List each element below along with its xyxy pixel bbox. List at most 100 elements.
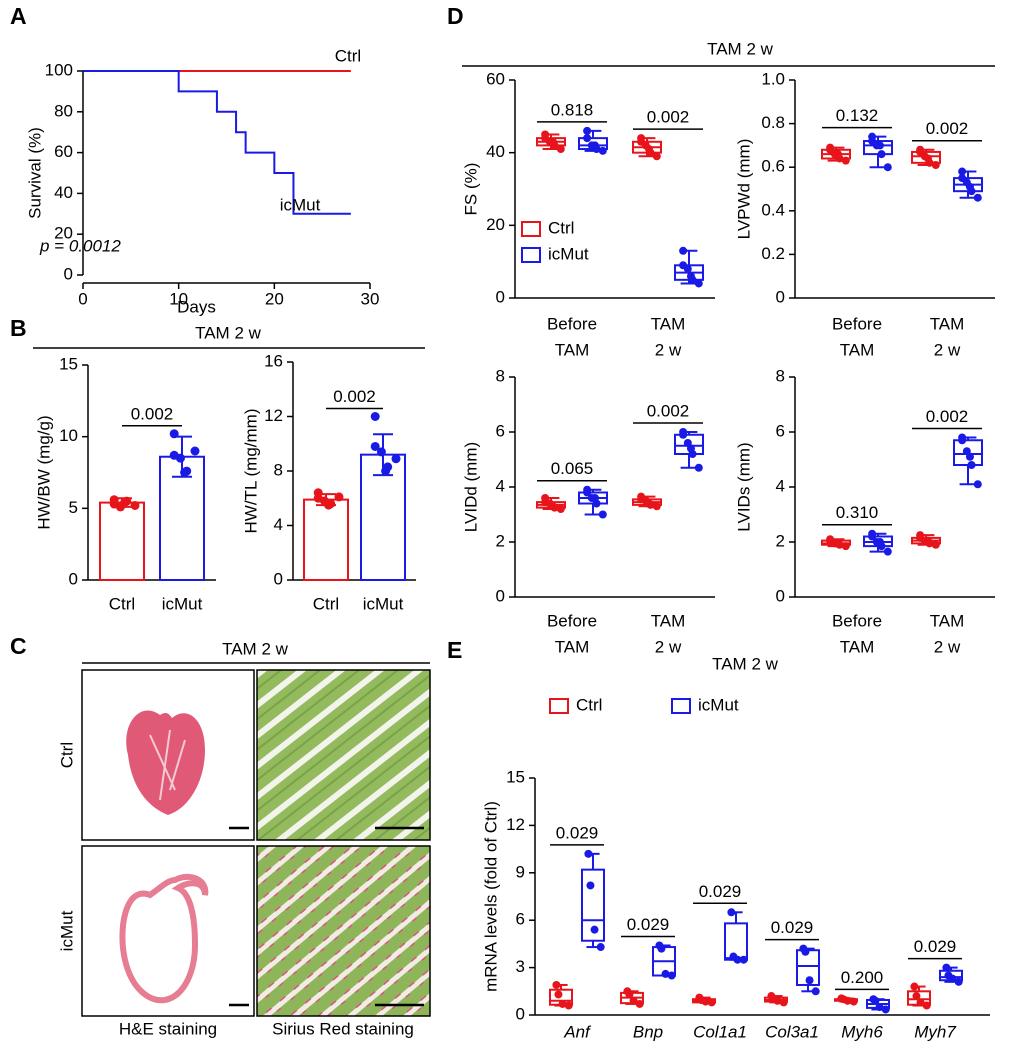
x-tick-label: Col3a1 <box>765 1022 819 1041</box>
data-point <box>948 974 957 983</box>
data-point <box>973 480 982 489</box>
data-point <box>739 955 748 964</box>
y-tick-label: 40 <box>486 142 505 161</box>
legend-swatch <box>549 698 569 714</box>
image-frame <box>256 669 431 841</box>
data-point <box>370 441 380 451</box>
x-tick-label: 2 w <box>934 340 961 359</box>
data-point <box>811 987 820 996</box>
data-point <box>592 145 601 154</box>
p-value: 0.002 <box>647 108 690 127</box>
data-point <box>942 963 951 972</box>
section-title: TAM 2 w <box>195 323 262 342</box>
column-label: Sirius Red staining <box>272 1019 414 1038</box>
data-point <box>583 488 592 497</box>
data-point <box>883 163 892 172</box>
y-tick-label: 8 <box>776 366 785 385</box>
data-point <box>646 500 655 509</box>
y-tick-label: 1.0 <box>761 69 785 88</box>
x-tick-label: TAM <box>555 637 590 656</box>
x-tick-label: Ctrl <box>313 594 339 613</box>
series-label: Ctrl <box>335 46 361 65</box>
data-point <box>652 502 661 511</box>
x-tick-label: TAM <box>651 611 686 630</box>
data-point <box>596 943 605 952</box>
legend-swatch <box>521 221 541 237</box>
y-tick-label: 8 <box>274 460 283 479</box>
x-tick-label: Myh7 <box>914 1022 956 1041</box>
annotation: p = 0.0012 <box>39 236 121 255</box>
section-title: TAM 2 w <box>222 639 289 658</box>
data-point <box>883 547 892 556</box>
x-tick-label: Before <box>547 314 597 333</box>
data-point <box>556 505 565 513</box>
data-point <box>652 152 661 161</box>
p-value: 0.002 <box>926 119 969 138</box>
y-tick-label: 4 <box>496 476 505 495</box>
data-point <box>598 146 607 155</box>
data-point <box>931 161 940 170</box>
y-axis-label: FS (%) <box>461 163 480 216</box>
y-tick-label: 16 <box>264 351 283 370</box>
x-tick-label: icMut <box>363 594 404 613</box>
y-tick-label: 4 <box>776 476 785 495</box>
x-tick-label: TAM <box>930 314 965 333</box>
data-point <box>954 977 963 986</box>
y-tick-label: 4 <box>274 515 283 534</box>
x-tick-label: Before <box>832 314 882 333</box>
data-point <box>175 453 185 463</box>
data-point <box>967 187 976 196</box>
y-axis-label: LVPWd (mm) <box>734 139 753 240</box>
data-point <box>779 998 788 1007</box>
y-axis-label: Survival (%) <box>25 127 44 219</box>
legend-label: Ctrl <box>548 218 574 237</box>
x-tick-label: icMut <box>162 594 203 613</box>
x-tick-label: 10 <box>169 289 188 308</box>
y-tick-label: 8 <box>496 366 505 385</box>
x-tick-label: Before <box>547 611 597 630</box>
data-point <box>694 279 703 288</box>
data-point <box>550 503 559 512</box>
data-point <box>958 167 967 176</box>
image-frame <box>81 845 255 1017</box>
y-tick-label: 0.4 <box>761 200 785 219</box>
row-label: icMut <box>57 910 76 951</box>
p-value: 0.002 <box>926 407 969 426</box>
data-point <box>326 499 336 509</box>
data-point <box>916 998 925 1007</box>
heart-section <box>119 873 209 1004</box>
data-point <box>554 990 563 999</box>
chart-title: TAM 2 w <box>712 654 779 673</box>
data-point <box>835 540 844 549</box>
data-point <box>683 264 692 273</box>
data-point <box>586 881 595 890</box>
data-point <box>182 466 192 476</box>
y-tick-label: 0 <box>496 586 505 605</box>
data-point <box>875 1003 884 1012</box>
y-tick-label: 0.6 <box>761 157 785 176</box>
p-value: 0.818 <box>551 100 594 119</box>
y-tick-label: 0 <box>776 287 785 306</box>
data-point <box>625 990 634 999</box>
image-frame <box>256 845 431 1017</box>
data-point <box>679 246 688 255</box>
data-point <box>590 925 599 934</box>
section-title: TAM 2 w <box>707 39 774 58</box>
y-tick-label: 0.8 <box>761 113 785 132</box>
y-tick-label: 20 <box>54 224 73 243</box>
data-point <box>376 447 386 457</box>
data-point <box>635 999 644 1008</box>
y-tick-label: 6 <box>496 421 505 440</box>
survival-line <box>83 70 351 215</box>
data-point <box>841 156 850 165</box>
data-point <box>849 997 858 1006</box>
data-point <box>925 539 934 548</box>
x-tick-label: TAM <box>930 611 965 630</box>
x-tick-label: 30 <box>361 289 380 308</box>
y-axis-label: LVIDd (mm) <box>461 442 480 532</box>
data-point <box>773 996 782 1005</box>
data-point <box>958 436 967 445</box>
y-tick-label: 0 <box>274 569 283 588</box>
y-tick-label: 0 <box>69 569 78 588</box>
